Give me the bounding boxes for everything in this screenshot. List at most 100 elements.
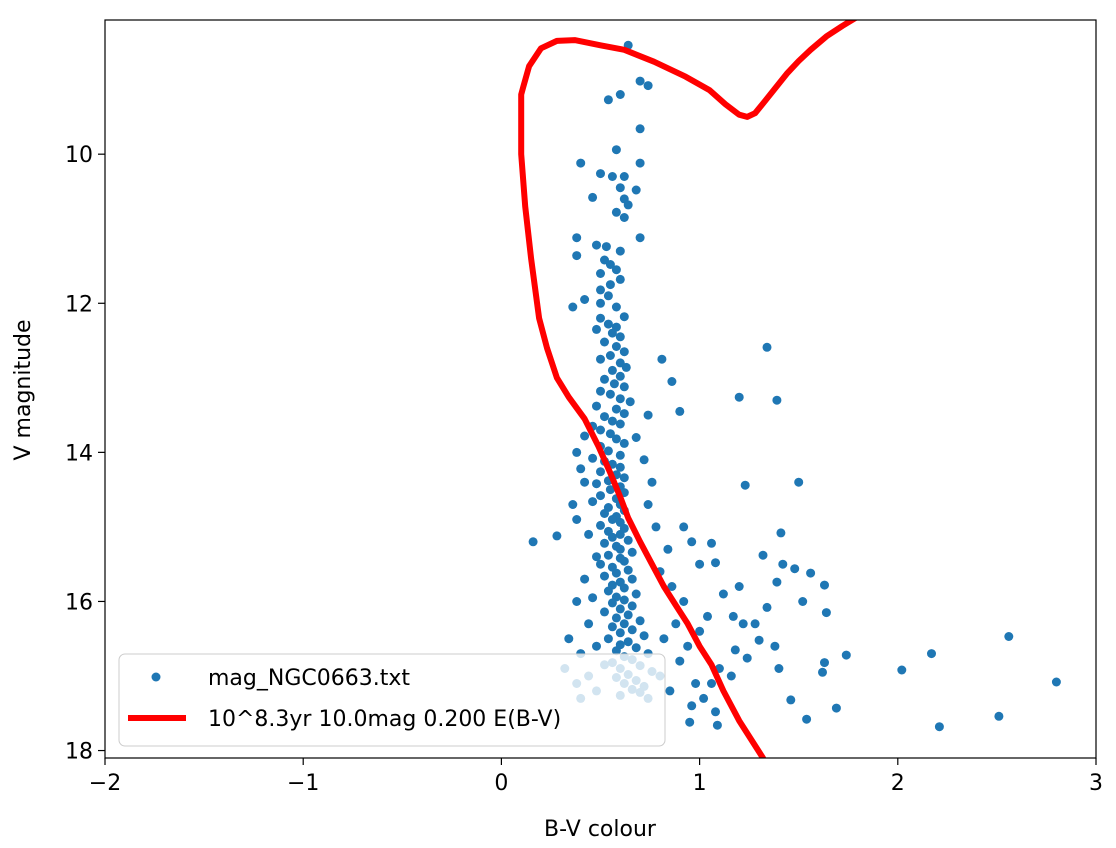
scatter-point (772, 577, 782, 587)
scatter-point (667, 377, 677, 386)
x-tick-label: 0 (494, 771, 508, 796)
scatter-point (611, 646, 621, 656)
scatter-point (897, 665, 907, 675)
scatter-point (592, 324, 601, 334)
scatter-point (603, 319, 613, 329)
scatter-point (762, 342, 772, 352)
scatter-point (619, 619, 629, 629)
scatter-point (603, 550, 613, 560)
scatter-point (572, 233, 582, 243)
scatter-point (611, 568, 621, 578)
scatter-point (790, 564, 800, 574)
scatter-point (631, 433, 641, 442)
scatter-point (786, 695, 796, 705)
scatter-point (596, 298, 605, 308)
scatter-point (615, 246, 625, 256)
scatter-point (600, 374, 609, 384)
x-axis-label: B-V colour (544, 817, 657, 842)
scatter-point (643, 410, 653, 420)
scatter-point (603, 446, 613, 456)
scatter-point (635, 76, 645, 86)
scatter-point (631, 185, 641, 195)
scatter-point (601, 242, 611, 252)
scatter-point (615, 628, 625, 638)
scatter-point (611, 265, 621, 275)
scatter-point (619, 595, 629, 605)
scatter-point (580, 574, 590, 584)
scatter-point (734, 582, 744, 591)
scatter-point (619, 312, 629, 322)
scatter-point (568, 500, 578, 509)
y-tick-label: 16 (65, 590, 93, 615)
scatter-point (607, 598, 617, 608)
x-tick-label: 3 (1089, 771, 1103, 796)
scatter-point (750, 619, 760, 629)
scatter-point (675, 656, 685, 666)
scatter-point (623, 535, 633, 545)
scatter-point (841, 650, 851, 660)
scatter-point (806, 568, 816, 578)
scatter-point (611, 145, 621, 155)
scatter-point (619, 409, 629, 419)
scatter-point (611, 207, 621, 217)
scatter-point (635, 233, 645, 243)
scatter-point (592, 240, 601, 250)
scatter-point (619, 213, 629, 222)
scatter-point (596, 354, 605, 364)
scatter-point (603, 586, 613, 596)
scatter-point (818, 667, 827, 677)
scatter-point (596, 467, 605, 477)
scatter-point (607, 622, 617, 632)
scatter-point (596, 386, 605, 396)
x-tick-label: −1 (287, 771, 319, 796)
scatter-point (619, 382, 629, 392)
scatter-point (927, 649, 936, 659)
scatter-point (635, 616, 645, 626)
scatter-point (663, 544, 673, 554)
scatter-point (615, 332, 625, 342)
scatter-point (738, 619, 748, 629)
scatter-point (607, 365, 617, 375)
scatter-point (607, 515, 617, 524)
scatter-point (605, 485, 615, 495)
scatter-point (794, 477, 804, 487)
scatter-point (596, 169, 605, 179)
scatter-point (659, 634, 669, 644)
legend-line-label: 10^8.3yr 10.0mag 0.200 E(B-V) (208, 707, 561, 732)
scatter-point (564, 634, 574, 644)
scatter-point (625, 397, 635, 407)
scatter-point (588, 497, 598, 507)
scatter-point (627, 625, 637, 635)
plot-frame (104, 19, 1097, 759)
scatter-point (707, 679, 716, 688)
scatter-point (588, 192, 598, 202)
scatter-point (600, 607, 609, 617)
scatter-point (711, 707, 720, 717)
scatter-point (615, 183, 625, 193)
scatter-point (611, 613, 621, 623)
scatter-point (685, 717, 695, 727)
scatter-point (691, 679, 701, 688)
scatter-point (603, 634, 613, 644)
x-tick-label: −2 (89, 771, 121, 796)
scatter-point (592, 552, 601, 562)
scatter-point (726, 671, 736, 681)
scatter-point (820, 658, 829, 668)
scatter-point (762, 602, 772, 612)
scatter-point (584, 529, 594, 539)
scatter-point (647, 477, 657, 487)
y-tick-label: 14 (65, 441, 93, 466)
scatter-point (615, 604, 625, 614)
scatter-point (623, 637, 633, 647)
scatter-point (683, 641, 693, 651)
legend-scatter-label: mag_NGC0663.txt (208, 666, 410, 691)
scatter-point (603, 291, 613, 301)
y-axis-ticks: 10 12 14 16 18 (65, 143, 105, 765)
scatter-point (623, 200, 633, 210)
scatter-point (776, 528, 786, 538)
scatter-point (667, 582, 677, 591)
scatter-point (615, 529, 625, 539)
scatter-point (596, 520, 605, 530)
scatter-point (621, 362, 631, 372)
scatter-point (572, 597, 582, 606)
